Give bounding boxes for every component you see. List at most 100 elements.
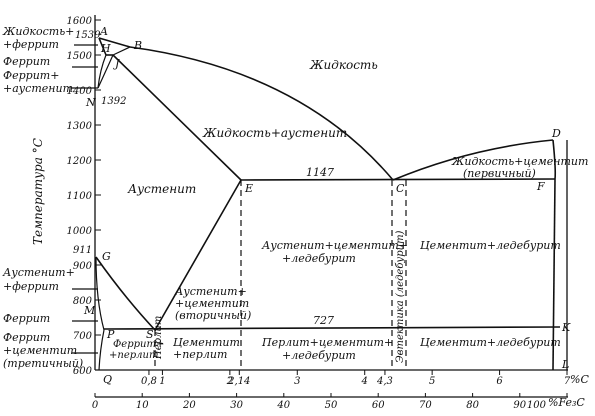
solidus-je (112, 54, 242, 181)
eutectic-line-ecf (240, 178, 556, 181)
y-tick-label: 800 (73, 296, 93, 307)
line-jn (97, 54, 114, 89)
fe3c-tick-label: 20 (182, 400, 196, 411)
line-gs (95, 256, 156, 331)
region-liquid: Жидкость (309, 58, 378, 72)
fe3c-tick-label: 70 (419, 400, 432, 411)
x-axis-fe3c-ticks: 0 10 20 30 40 50 60 70 80 90 100 (92, 393, 568, 411)
region-cem-perlite-1: Цементит (173, 336, 240, 349)
fe3c-tick-label: 40 (276, 400, 290, 411)
isotherm-727: 727 (313, 314, 334, 327)
line-pq (98, 329, 105, 371)
y-tick-label: 1500 (67, 51, 93, 62)
y-axis-ticks: 1600 1500 1400 1300 1200 1100 1000 900 800 700 600 (67, 16, 101, 377)
fe3c-tick-label: 50 (325, 400, 338, 411)
region-perlite: Перлит (153, 316, 164, 360)
x-axis-carbon-ticks: 0,8 1 22,14 3 4 4,3 5 6 7 (141, 370, 571, 387)
point-e: E (244, 182, 253, 195)
side-liquid-ferrite-1: Жидкость+ (2, 25, 74, 38)
side-ferrite-austenite-1: Феррит+ (3, 69, 59, 82)
point-h: H (100, 42, 111, 55)
y-tick-label: 1200 (67, 156, 93, 167)
y-axis-title: Температура °С (31, 138, 45, 245)
isotherm-1147: 1147 (306, 166, 334, 179)
solidus-ah (98, 37, 107, 56)
region-aus-cem-sec-2: +цементит (175, 297, 249, 310)
temp-1392: 1392 (101, 96, 126, 107)
eutectoid-line-psk (103, 326, 561, 330)
point-m: M (83, 304, 96, 317)
x-tick-label: 2,14 (227, 376, 250, 387)
point-c: C (396, 182, 405, 195)
region-ferrite-perlite-1: Феррит+ (113, 339, 164, 350)
line-se (154, 179, 242, 331)
y-tick-label: 600 (73, 366, 93, 377)
region-aus-cem-led-1: Аустенит+цементит+ (261, 239, 408, 252)
side-ferrite-top: Феррит (3, 55, 50, 68)
point-k: K (561, 321, 571, 334)
point-f: F (536, 180, 545, 193)
y-tick-label: 1600 (67, 16, 93, 27)
region-aus-cem-sec-1: Аустенит+ (174, 285, 247, 298)
line-df (552, 139, 557, 180)
point-g: G (102, 250, 111, 263)
region-eutectic-vertical: Эвтектика (ледебурит) (395, 230, 406, 363)
region-ferrite-perlite-2: +перлит (109, 350, 158, 361)
point-q-label: Q (103, 373, 112, 386)
cementite-line (552, 178, 556, 371)
x-tick-label: 5 (429, 376, 435, 387)
x-tick-label: 7 (564, 376, 571, 387)
fe3c-tick-label: 10 (136, 400, 149, 411)
y-tick-label: 1400 (67, 86, 93, 97)
point-j: J (113, 57, 120, 70)
region-perlite-cem-led-2: +ледебурит (282, 349, 356, 362)
fe3c-tick-label: 0 (92, 400, 99, 411)
side-ferrite-cementite-2: +цементит (3, 344, 77, 357)
region-aus-cem-sec-3: (вторичный) (175, 309, 251, 322)
fe3c-tick-label: 60 (372, 400, 385, 411)
point-d: D (551, 127, 561, 140)
y-tick-label: 1000 (67, 226, 93, 237)
region-cem-perlite-2: +перлит (173, 348, 227, 361)
region-austenite: Аустенит (127, 182, 196, 196)
liquidus-ab (98, 37, 131, 48)
fe3c-tick-label: 90 (513, 400, 526, 411)
fe3c-tick-label: 100 (527, 400, 547, 411)
y-tick-label: 1100 (67, 191, 93, 202)
side-ferrite-austenite-2: +аустенит (3, 82, 73, 95)
x-tick-label: 6 (496, 376, 503, 387)
region-cem-led-upper: Цементит+ледебурит (420, 239, 561, 252)
point-p: P (106, 328, 115, 341)
point-s: S (146, 328, 154, 341)
x-tick-label: 4 (361, 376, 368, 387)
x-tick-label: 0,8 (141, 376, 157, 387)
region-liquid-cementite-1: Жидкость+цементит (451, 155, 588, 168)
region-liquid-austenite: Жидкость+аустенит (202, 126, 347, 140)
temp-911: 911 (73, 245, 92, 256)
x-tick-label: 2 (226, 376, 233, 387)
liquidus-cd (392, 139, 554, 181)
region-liquid-cementite-2: (первичный) (463, 167, 536, 180)
x-tick-label: 1 (159, 376, 165, 387)
line-gp (95, 256, 105, 331)
point-b: B (133, 39, 142, 52)
side-austenite-ferrite-2: +феррит (3, 280, 59, 293)
x-axis-fe3c-unit: %Fe₃C (548, 396, 585, 409)
side-ferrite-cementite-3: (третичный) (3, 357, 83, 370)
temp-1539: 1539 (75, 30, 101, 41)
region-perlite-cem-led-1: Перлит+цементит+ (261, 336, 393, 349)
y-tick-label: 1300 (67, 121, 93, 132)
line-jb (112, 46, 131, 56)
x-tick-label: 4,3 (376, 376, 393, 387)
y-tick-label: 900 (73, 261, 93, 272)
x-tick-label: 3 (294, 376, 300, 387)
x-axis-carbon-unit: %С (570, 373, 589, 386)
side-ferrite: Феррит (3, 312, 50, 325)
fe3c-tick-label: 80 (466, 400, 479, 411)
y-tick-label: 700 (73, 331, 93, 342)
point-n: N (85, 96, 96, 109)
point-l: L (561, 358, 569, 371)
fe3c-tick-label: 30 (230, 400, 243, 411)
